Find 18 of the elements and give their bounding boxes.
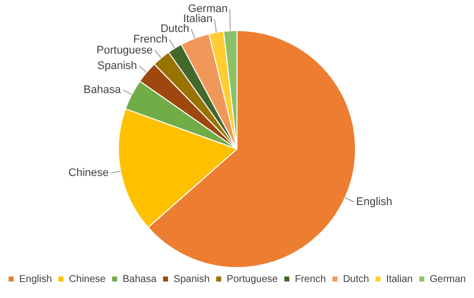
slice-label: Italian	[183, 12, 213, 25]
legend-label: German	[430, 274, 466, 285]
legend-label: English	[19, 274, 52, 285]
legend-label: French	[294, 274, 326, 285]
slice-label: French	[133, 34, 168, 46]
legend-label: Chinese	[68, 274, 106, 285]
legend-label: Portuguese	[226, 274, 278, 285]
slice-label: Dutch	[160, 22, 190, 35]
legend-label: Bahasa	[122, 274, 157, 285]
slice-label: German	[188, 2, 228, 15]
legend-label: Spanish	[174, 274, 210, 285]
legend-label: Italian	[386, 274, 413, 285]
slice-label: Chinese	[68, 167, 109, 180]
legend-label: Dutch	[342, 274, 370, 285]
slice-label: Spanish	[97, 60, 138, 72]
slice-label: Bahasa	[84, 84, 122, 96]
slice-label: English	[356, 196, 392, 208]
slice-label: Portuguese	[96, 44, 153, 56]
